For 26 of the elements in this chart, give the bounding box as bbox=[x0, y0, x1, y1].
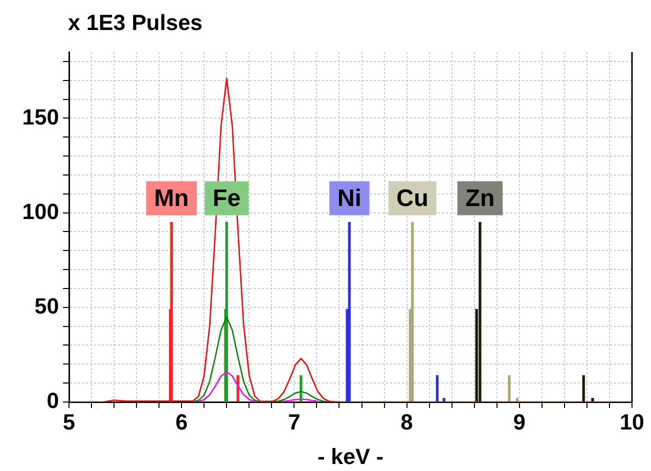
x-tick-label: 9 bbox=[513, 409, 526, 434]
bar bbox=[225, 222, 228, 402]
x-axis-title: - keV - bbox=[317, 444, 384, 469]
bar bbox=[300, 375, 302, 402]
x-tick-label: 6 bbox=[175, 409, 188, 434]
series-label: Zn bbox=[465, 184, 495, 212]
series-label: Ni bbox=[337, 184, 362, 212]
bar bbox=[170, 222, 173, 402]
x-tick-label: 7 bbox=[288, 409, 300, 434]
bar bbox=[508, 375, 511, 402]
series-label: Mn bbox=[154, 184, 189, 212]
y-tick-label: 100 bbox=[22, 198, 59, 224]
y-tick-label: 150 bbox=[22, 104, 59, 130]
x-tick-label: 8 bbox=[400, 409, 413, 434]
bar bbox=[436, 375, 439, 402]
x-tick-label: 10 bbox=[620, 409, 644, 434]
series-label: Cu bbox=[396, 184, 428, 212]
y-tick-label: 50 bbox=[34, 293, 59, 318]
bar bbox=[478, 222, 482, 402]
bar bbox=[582, 375, 585, 402]
x-tick-label: 5 bbox=[62, 409, 76, 434]
y-axis-title: x 1E3 Pulses bbox=[68, 10, 203, 36]
bar bbox=[411, 222, 414, 402]
series-label: Fe bbox=[212, 184, 241, 212]
bar bbox=[348, 222, 351, 402]
y-tick-label: 0 bbox=[46, 388, 59, 414]
